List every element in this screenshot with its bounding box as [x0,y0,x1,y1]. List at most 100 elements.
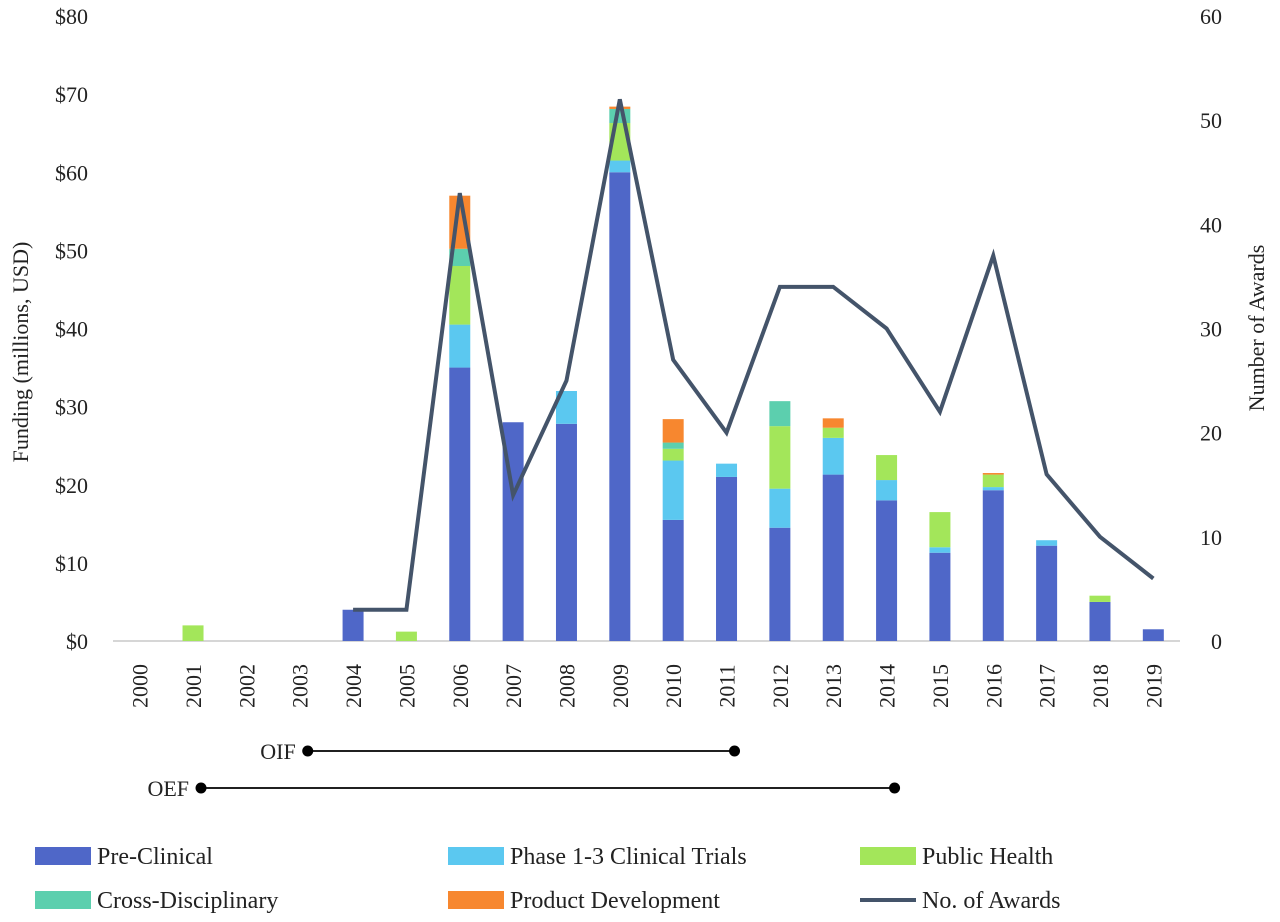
y-tick-label: $70 [55,82,88,107]
bar-segment-public-health [449,266,471,325]
legend-swatch [448,847,504,865]
x-tick-label: 2014 [875,664,900,708]
x-tick-label: 2006 [448,664,473,708]
bar-segment-cross-disciplinary [609,108,631,124]
y2-tick-label: 40 [1200,212,1222,237]
x-tick-label: 2002 [234,664,259,708]
x-tick-label: 2004 [341,664,366,708]
y2-tick-label: 60 [1200,4,1222,29]
legend-swatch [35,847,91,865]
bar-segment-phase-1-3-clinical-trials [1036,540,1058,546]
bar-segment-pre-clinical [609,172,631,641]
x-tick-label: 2009 [608,664,633,708]
x-tick-label: 2001 [181,664,206,708]
y2-tick-label: 50 [1200,108,1222,133]
period-end-dot [729,745,741,757]
period-start-dot [302,745,314,757]
y-tick-label: $0 [66,629,88,654]
bar-segment-phase-1-3-clinical-trials [876,480,898,501]
bar-segment-pre-clinical [876,500,898,641]
bar-segment-phase-1-3-clinical-trials [662,460,684,520]
legend-swatch [35,891,91,909]
legend-label: Product Development [510,888,720,914]
y-tick-label: $50 [55,238,88,263]
bars-layer [182,106,1164,641]
y-axis-title: Funding (millions, USD) [8,242,33,463]
x-tick-label: 2016 [981,664,1006,708]
x-tick-label: 2000 [128,664,153,708]
bar-segment-phase-1-3-clinical-trials [982,487,1004,491]
bar-segment-public-health [769,426,791,489]
x-tick-label: 2013 [821,664,846,708]
bar-segment-public-health [822,427,844,438]
x-tick-label: 2003 [288,664,313,708]
y-tick-label: $40 [55,317,88,342]
legend-label: Cross-Disciplinary [97,888,278,914]
bar-segment-pre-clinical [449,367,471,641]
bar-segment-pre-clinical [929,552,951,641]
bar-segment-public-health [1089,595,1111,602]
bar-segment-public-health [982,474,1004,488]
legend-label: Pre-Clinical [97,844,213,870]
x-tick-label: 2015 [928,664,953,708]
bar-segment-phase-1-3-clinical-trials [822,437,844,475]
y-tick-label: $30 [55,395,88,420]
bar-segment-public-health [395,631,417,641]
left-axis-ticks: $0 $10 $20 $30 $40 $50 $60 $70 $80 [55,4,88,654]
period-start-dot [195,782,207,794]
y2-tick-label: 0 [1211,629,1222,654]
x-axis-ticks: 2000 2001 2002 2003 2004 2005 2006 2007 2008 2009… [128,664,1167,708]
bar-segment-pre-clinical [342,609,364,641]
period-timelines: OIF OEF [147,739,901,801]
bar-segment-product-development [982,473,1004,475]
y2-tick-label: 30 [1200,317,1222,342]
bar-segment-pre-clinical [1036,545,1058,641]
y2-axis-title: Number of Awards [1244,245,1269,412]
bar-segment-pre-clinical [555,423,577,641]
bar-segment-product-development [662,419,684,443]
bar-segment-phase-1-3-clinical-trials [769,488,791,528]
legend-swatch [448,891,504,909]
bar-segment-phase-1-3-clinical-trials [555,391,577,424]
x-tick-label: 2005 [394,664,419,708]
bar-segment-pre-clinical [769,527,791,641]
y-tick-label: $80 [55,4,88,29]
bar-segment-phase-1-3-clinical-trials [929,547,951,553]
x-tick-label: 2010 [661,664,686,708]
x-tick-label: 2007 [501,664,526,708]
bar-segment-public-health [182,625,204,641]
bar-segment-phase-1-3-clinical-trials [609,160,631,173]
bar-segment-product-development [822,418,844,428]
bar-segment-pre-clinical [822,474,844,641]
legend-swatch [860,847,916,865]
bar-segment-cross-disciplinary [449,248,471,266]
x-tick-label: 2011 [715,664,740,707]
bar-segment-public-health [929,512,951,548]
y2-tick-label: 10 [1200,525,1222,550]
right-axis-ticks: 0 10 20 30 40 50 60 [1200,4,1222,654]
bar-segment-pre-clinical [662,519,684,641]
period-label: OEF [147,776,189,801]
y-tick-label: $10 [55,551,88,576]
x-tick-label: 2018 [1088,664,1113,708]
legend-label: Phase 1-3 Clinical Trials [510,844,747,870]
bar-segment-cross-disciplinary [769,401,791,427]
awards-line [353,98,1155,612]
bar-segment-pre-clinical [716,476,738,641]
bar-segment-pre-clinical [982,490,1004,641]
bar-segment-phase-1-3-clinical-trials [716,463,738,477]
bar-segment-cross-disciplinary [662,442,684,449]
bar-segment-public-health [662,448,684,461]
x-tick-label: 2019 [1141,664,1166,708]
bar-segment-pre-clinical [1089,601,1111,641]
y2-tick-label: 20 [1200,421,1222,446]
y-tick-label: $60 [55,160,88,185]
legend-label: Public Health [922,844,1053,870]
period-label: OIF [260,739,295,764]
bar-segment-public-health [876,455,898,481]
bar-segment-pre-clinical [1142,629,1164,641]
period-end-dot [889,782,901,794]
x-tick-label: 2017 [1035,664,1060,708]
